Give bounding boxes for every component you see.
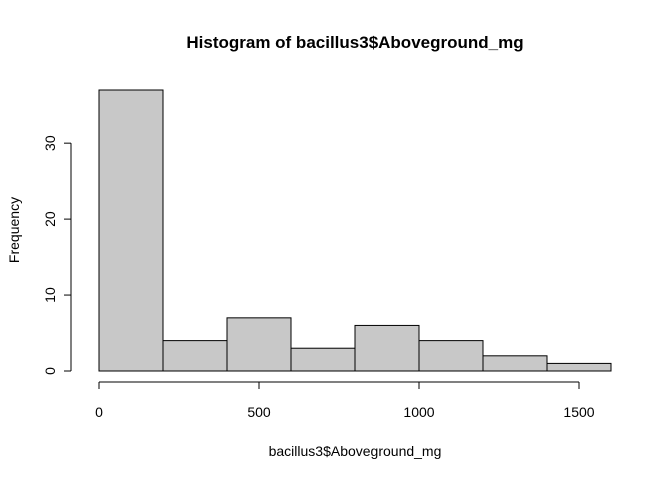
y-tick-label-10: 10 <box>42 287 58 303</box>
x-axis: 0 500 1000 1500 <box>95 381 595 420</box>
histogram-bar-3 <box>290 347 356 372</box>
bars-group <box>98 89 612 372</box>
histogram-bar-7 <box>546 362 612 372</box>
y-tick-label-0: 0 <box>42 367 58 375</box>
histogram-bar-0 <box>98 89 164 372</box>
y-axis: 0 10 20 30 <box>42 135 72 375</box>
y-tick-label-20: 20 <box>42 211 58 227</box>
histogram-bar-1 <box>162 340 228 372</box>
x-tick-label-500: 500 <box>247 404 271 420</box>
histogram-bar-6 <box>482 355 548 372</box>
x-tick-label-1500: 1500 <box>563 404 594 420</box>
histogram-bar-5 <box>418 340 484 372</box>
y-tick-label-30: 30 <box>42 135 58 151</box>
histogram-bar-2 <box>226 317 292 372</box>
x-axis-label: bacillus3$Aboveground_mg <box>269 443 442 459</box>
histogram-bar-4 <box>354 324 420 372</box>
y-axis-label: Frequency <box>6 197 22 263</box>
x-tick-label-0: 0 <box>95 404 103 420</box>
chart-title: Histogram of bacillus3$Aboveground_mg <box>186 33 523 52</box>
x-tick-label-1000: 1000 <box>403 404 434 420</box>
